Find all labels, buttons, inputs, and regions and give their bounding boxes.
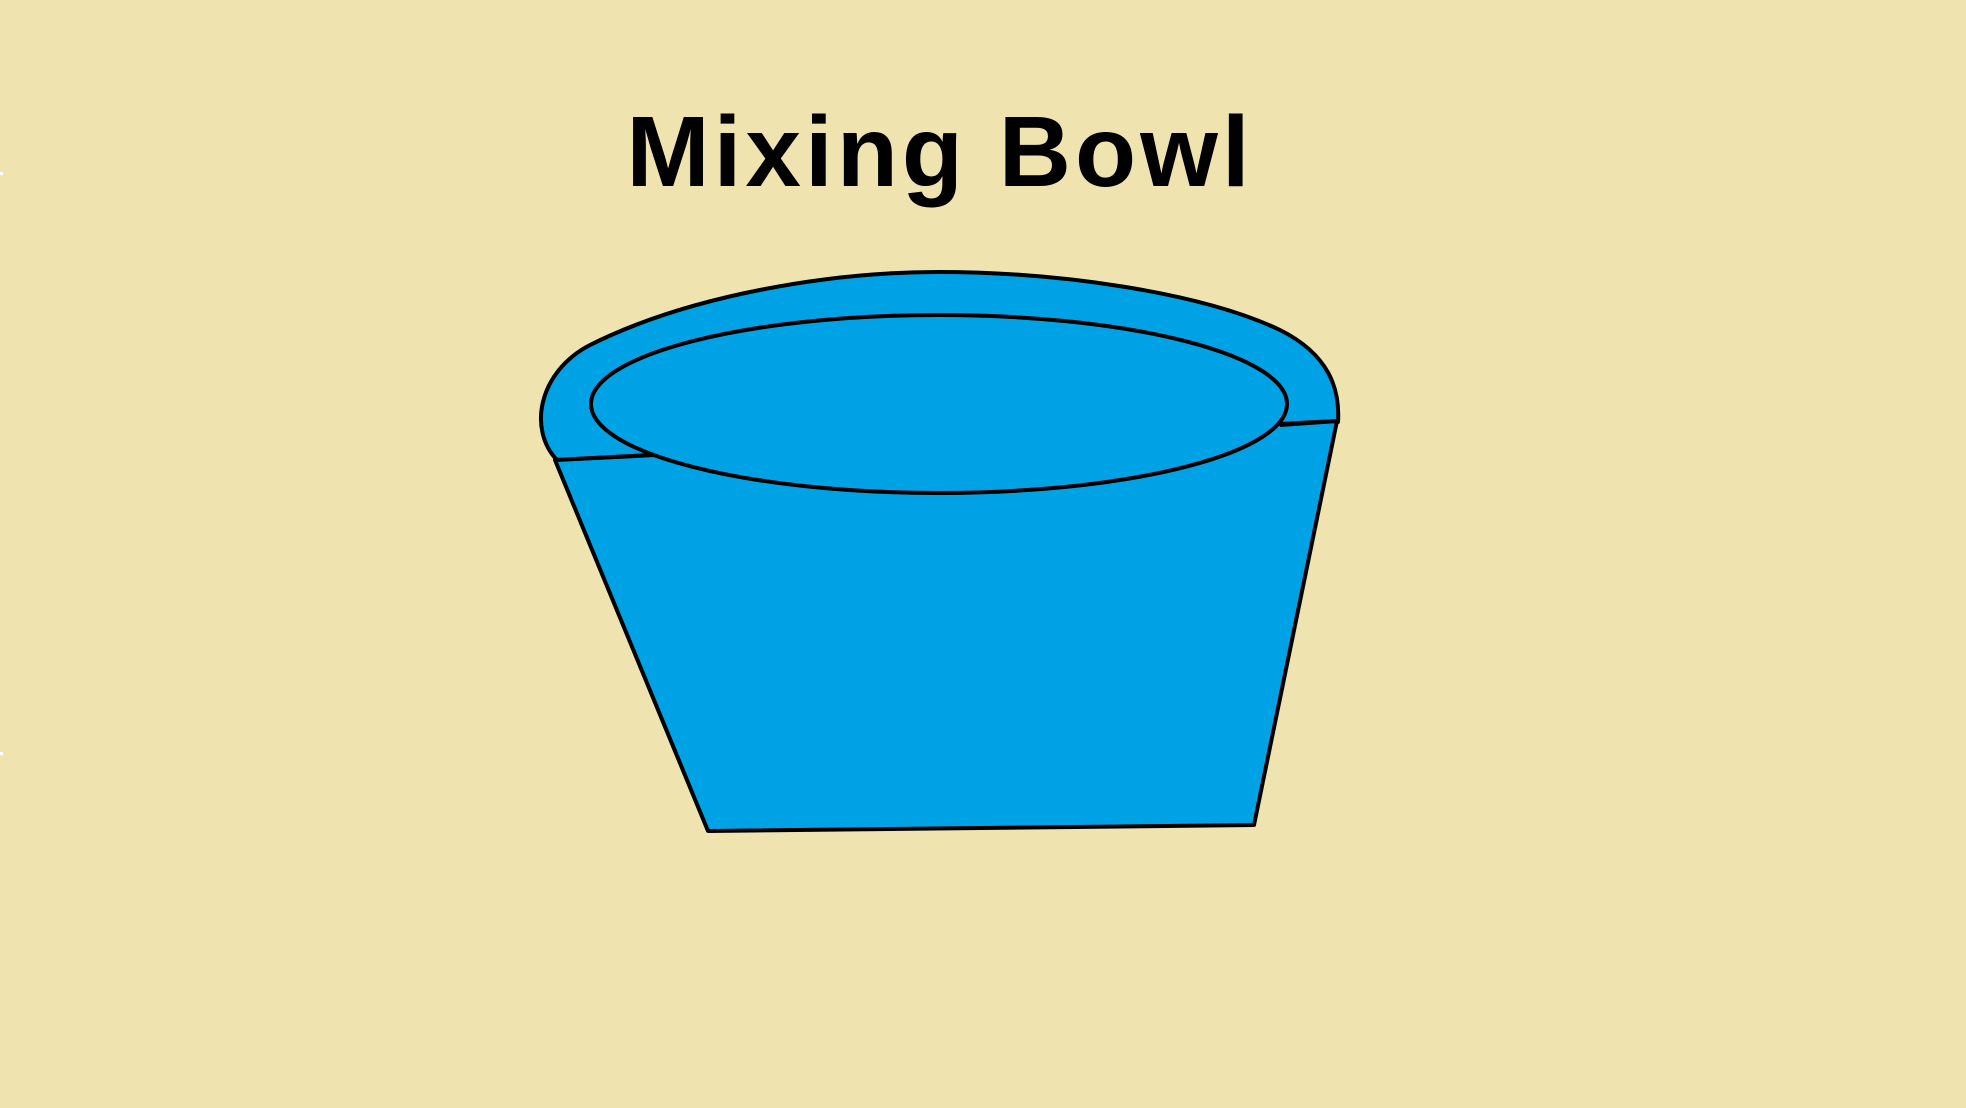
page-title: Mixing Bowl	[626, 96, 1254, 208]
edge-mark-bottom	[0, 752, 3, 755]
edge-mark-top	[0, 172, 3, 175]
bowl-inner-opening	[589, 313, 1289, 495]
bowl-rim-edge-right	[1279, 419, 1338, 427]
mixing-bowl	[539, 270, 1341, 833]
bowl-rim-edge-left	[554, 453, 651, 462]
